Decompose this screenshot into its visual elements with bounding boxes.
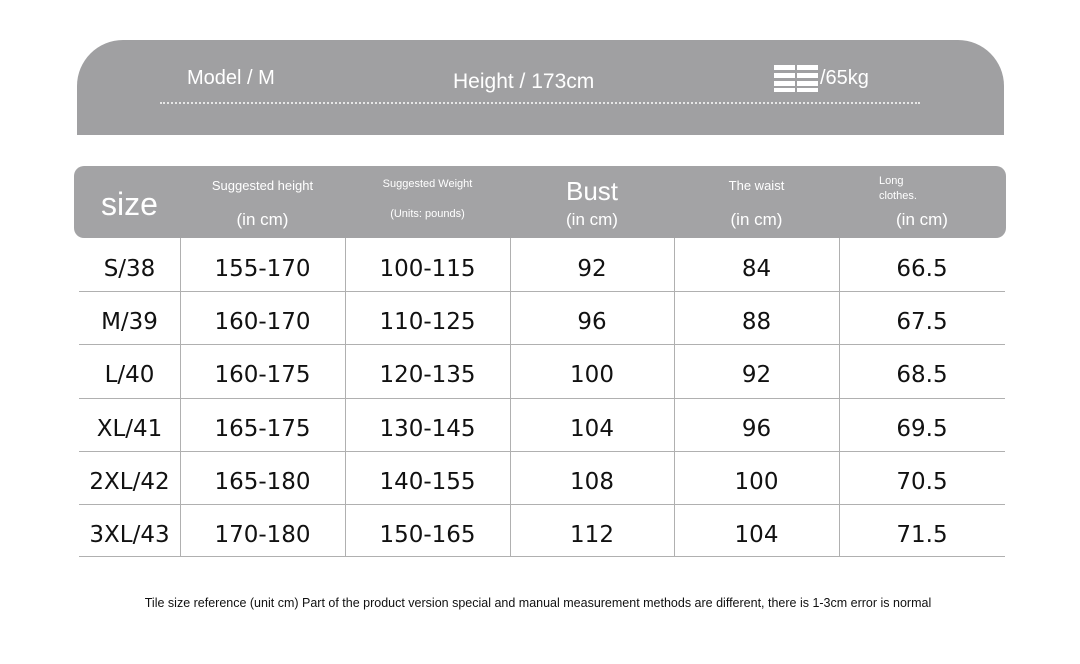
value-cell: 88	[741, 309, 772, 335]
dotted-rule	[160, 102, 920, 104]
value-cell: 92	[741, 362, 772, 388]
value-cell: 140-155	[379, 469, 476, 495]
column-divider	[510, 238, 511, 556]
size-cell: XL/41	[96, 416, 163, 442]
column-header: The waist (in cm)	[674, 166, 839, 238]
value-cell: 150-165	[379, 522, 476, 548]
value-cell: 120-135	[379, 362, 476, 388]
column-divider	[839, 238, 840, 556]
row-divider	[79, 344, 1005, 345]
value-cell: 170-180	[214, 522, 311, 548]
model-label: Model / M	[187, 67, 275, 89]
column-divider	[345, 238, 346, 556]
row-divider	[79, 504, 1005, 505]
value-cell: 130-145	[379, 416, 476, 442]
row-divider	[79, 398, 1005, 399]
table-header: size Suggested height (in cm) Suggested Wei…	[74, 166, 1006, 238]
value-cell: 100	[734, 469, 779, 495]
model-banner: Model / M Height / 173cm /65kg	[77, 40, 1004, 135]
column-title: Bust	[565, 176, 619, 206]
value-cell: 160-175	[214, 362, 311, 388]
value-cell: 160-170	[214, 309, 311, 335]
size-cell: M/39	[101, 309, 158, 335]
column-title: Suggested Weight	[382, 178, 473, 190]
value-cell: 70.5	[896, 469, 948, 495]
column-divider	[674, 238, 675, 556]
size-cell: 2XL/42	[89, 469, 170, 495]
column-title: The waist	[728, 178, 785, 193]
column-header: size	[79, 166, 180, 238]
value-cell: 96	[577, 309, 607, 335]
height-label: Height / 173cm	[453, 70, 595, 93]
value-cell: 92	[577, 256, 607, 282]
size-cell: L/40	[104, 362, 155, 388]
column-header: Bust (in cm)	[510, 166, 674, 238]
weight-label: /65kg	[820, 67, 869, 89]
value-cell: 68.5	[896, 362, 948, 388]
size-cell: 3XL/43	[89, 522, 170, 548]
value-cell: 155-170	[214, 256, 311, 282]
value-cell: 67.5	[896, 309, 948, 335]
footnote: Tile size reference (unit cm) Part of th…	[144, 596, 932, 610]
value-cell: 84	[741, 256, 772, 282]
value-cell: 108	[570, 469, 614, 495]
value-cell: 100-115	[379, 256, 476, 282]
value-cell: 112	[570, 522, 614, 548]
column-unit: (in cm)	[236, 210, 289, 229]
weight-icon	[774, 65, 818, 92]
value-cell: 165-180	[214, 469, 311, 495]
column-unit: (in cm)	[566, 210, 618, 229]
row-divider	[79, 291, 1005, 292]
value-cell: 100	[570, 362, 614, 388]
column-title: size	[101, 186, 158, 222]
column-title: Long clothes.	[879, 175, 917, 202]
column-unit: (in cm)	[730, 210, 783, 229]
value-cell: 96	[741, 416, 772, 442]
column-header: Long clothes. (in cm)	[839, 166, 1005, 238]
column-unit: (in cm)	[896, 210, 948, 229]
row-divider	[79, 451, 1005, 452]
size-cell: S/38	[103, 256, 156, 282]
value-cell: 104	[734, 522, 779, 548]
column-header: Suggested height (in cm)	[180, 166, 345, 238]
value-cell: 69.5	[896, 416, 948, 442]
column-title: Suggested height	[211, 178, 314, 193]
value-cell: 104	[570, 416, 614, 442]
column-divider	[180, 238, 181, 556]
value-cell: 71.5	[896, 522, 948, 548]
column-header: Suggested Weight (Units: pounds)	[345, 166, 510, 238]
value-cell: 110-125	[379, 309, 476, 335]
column-unit: (Units: pounds)	[390, 208, 465, 220]
value-cell: 66.5	[896, 256, 948, 282]
row-divider	[79, 556, 1005, 557]
value-cell: 165-175	[214, 416, 311, 442]
